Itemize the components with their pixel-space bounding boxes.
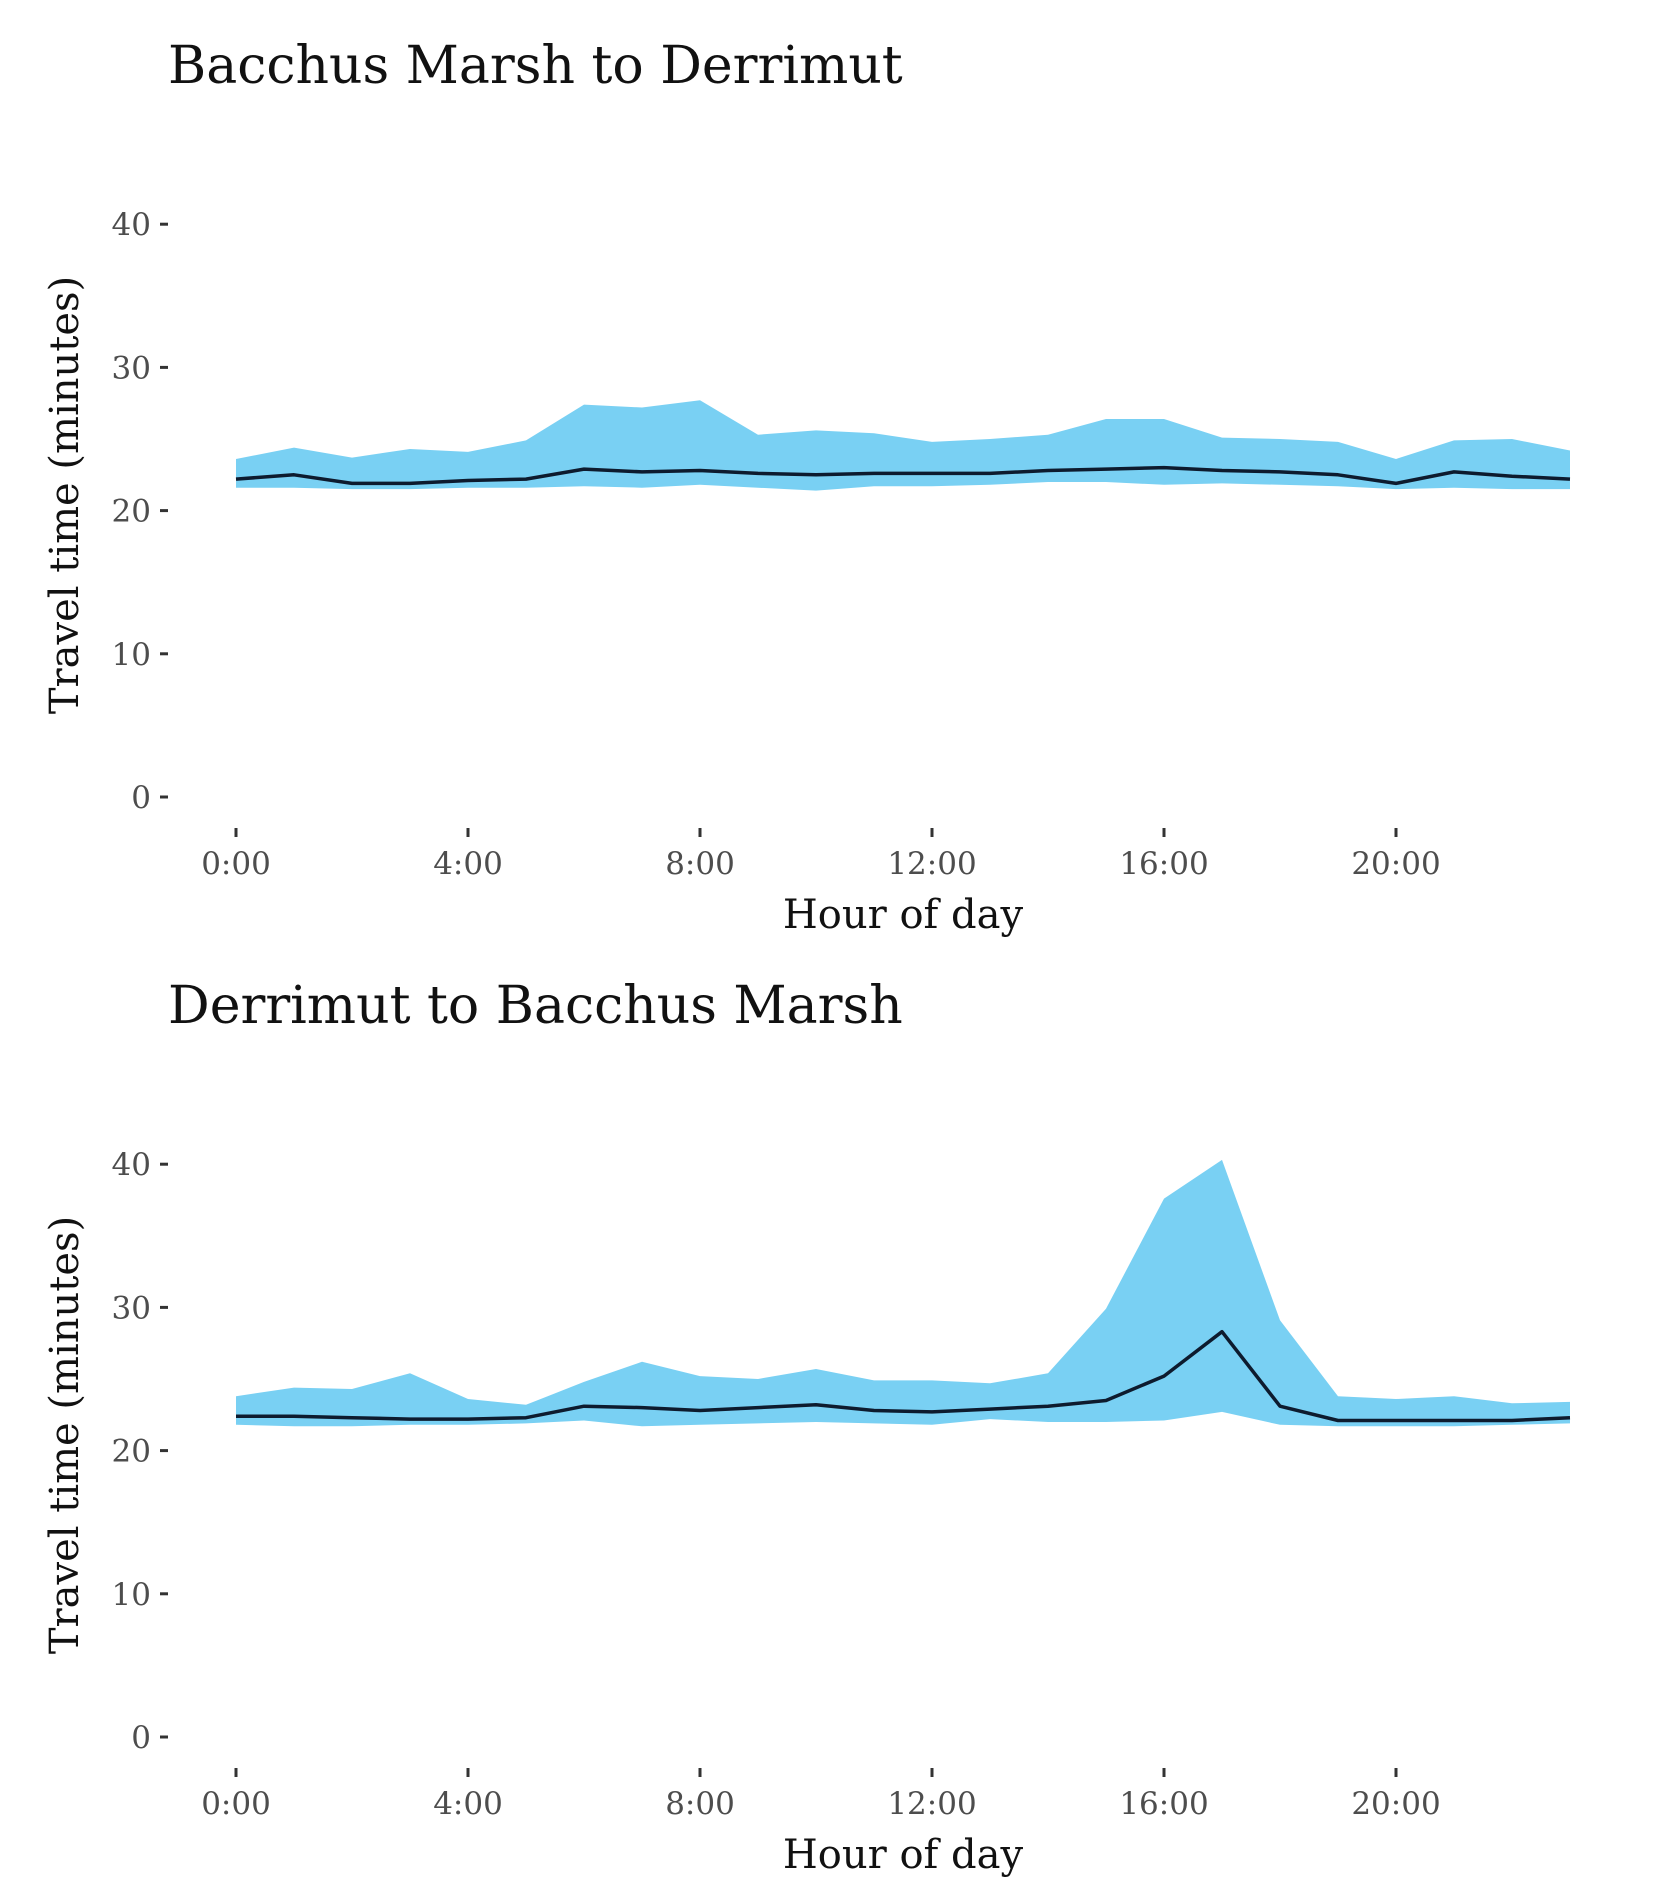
series-line bbox=[236, 1329, 1571, 1423]
y-tick-label: 30 bbox=[112, 1290, 151, 1326]
chart-title: Derrimut to Bacchus Marsh bbox=[168, 976, 903, 1036]
x-tick-label: 4:00 bbox=[433, 1786, 503, 1822]
chart-title: Bacchus Marsh to Derrimut bbox=[168, 36, 903, 96]
x-tick-label: 4:00 bbox=[433, 846, 503, 882]
chart-panel-2: Derrimut to Bacchus Marsh Travel time (m… bbox=[0, 940, 1653, 1880]
y-axis-title: Travel time (minutes) bbox=[42, 276, 88, 714]
x-tick-label: 8:00 bbox=[665, 846, 735, 882]
y-axis-title: Travel time (minutes) bbox=[42, 1216, 88, 1654]
x-tick-label: 8:00 bbox=[665, 1786, 735, 1822]
y-tick-label: 0 bbox=[131, 1720, 151, 1756]
chart-2: Derrimut to Bacchus Marsh Travel time (m… bbox=[42, 976, 1571, 1878]
y-tick-label: 40 bbox=[112, 207, 151, 243]
y-tick-label: 20 bbox=[112, 1434, 151, 1470]
y-tick-label: 20 bbox=[112, 494, 151, 530]
x-tick-label: 12:00 bbox=[887, 1786, 976, 1822]
ribbon-band bbox=[236, 1159, 1570, 1427]
plot-area: 0 10 20 30 40 0:00 4:00 8:00 12:00 16:00 20:00 bbox=[112, 207, 1571, 882]
x-tick-label: 16:00 bbox=[1119, 846, 1208, 882]
plot-area: 0 10 20 30 40 0:00 4:00 8:00 12:00 16:00 20:00 bbox=[112, 1147, 1571, 1822]
ribbon-band bbox=[236, 400, 1570, 491]
x-tick-label: 0:00 bbox=[201, 846, 271, 882]
chart-panel-1: Bacchus Marsh to Derrimut Travel time (m… bbox=[0, 0, 1653, 940]
chart-1: Bacchus Marsh to Derrimut Travel time (m… bbox=[42, 36, 1571, 938]
y-tick-label: 40 bbox=[112, 1147, 151, 1183]
x-tick-label: 0:00 bbox=[201, 1786, 271, 1822]
x-tick-label: 20:00 bbox=[1351, 1786, 1440, 1822]
series-line bbox=[235, 465, 1571, 486]
x-tick-label: 12:00 bbox=[887, 846, 976, 882]
x-tick-label: 20:00 bbox=[1351, 846, 1440, 882]
x-axis-title: Hour of day bbox=[783, 1832, 1024, 1878]
y-tick-label: 30 bbox=[112, 350, 151, 386]
y-tick-label: 0 bbox=[131, 780, 151, 816]
x-axis-title: Hour of day bbox=[783, 892, 1024, 938]
x-tick-label: 16:00 bbox=[1119, 1786, 1208, 1822]
y-tick-label: 10 bbox=[112, 1577, 151, 1613]
y-tick-label: 10 bbox=[112, 637, 151, 673]
